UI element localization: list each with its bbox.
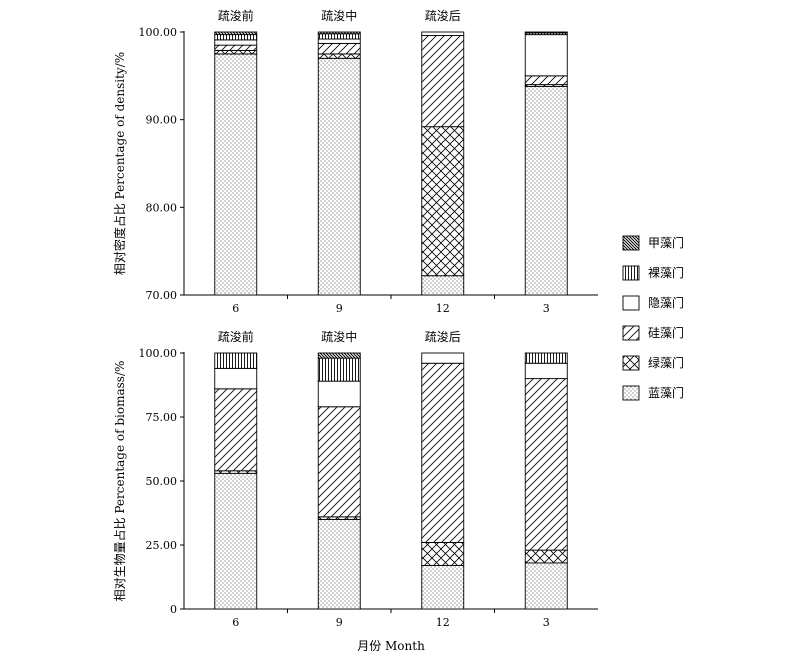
bar-segment-裸藻门	[214, 34, 258, 41]
bar-segment-甲藻门	[214, 31, 258, 36]
bar-segment-硅藻门	[317, 42, 361, 55]
x-tick-label-12: 12	[436, 616, 450, 629]
period-label: 疏浚后	[425, 329, 461, 344]
bar-segment-隐藻门	[421, 31, 465, 36]
bar-segment-绿藻门	[317, 53, 361, 59]
x-tick-label-3: 3	[543, 616, 550, 629]
legend-swatch	[622, 385, 640, 401]
x-axis-title: 月份 Month	[357, 639, 425, 653]
bar-segment-甲藻门	[524, 31, 568, 34]
y-tick-label: 0	[170, 603, 177, 616]
bar-segment-甲藻门	[317, 31, 361, 35]
bar-segment-蓝藻门	[524, 85, 568, 296]
bar-segment-隐藻门	[214, 39, 258, 46]
bar-stack-6	[214, 352, 258, 610]
bar-segment-硅藻门	[317, 406, 361, 518]
legend-label: 硅藻门	[648, 325, 684, 340]
bar-segment-裸藻门	[317, 357, 361, 382]
bar-stack-3	[524, 352, 568, 610]
bar-segment-隐藻门	[214, 367, 258, 390]
y-tick-label: 100.00	[139, 347, 178, 360]
y-axis-title: 相对密度占比 Percentage of density/%	[112, 52, 127, 275]
bar-segment-硅藻门	[524, 378, 568, 551]
period-label: 疏浚前	[218, 329, 254, 344]
legend-item-硅藻门: 硅藻门	[622, 325, 684, 341]
bar-segment-隐藻门	[317, 380, 361, 408]
bar-segment-绿藻门	[524, 549, 568, 564]
bar-segment-蓝藻门	[421, 565, 465, 610]
bar-segment-硅藻门	[421, 35, 465, 128]
bar-segment-裸藻门	[524, 352, 568, 364]
bar-segment-硅藻门	[421, 362, 465, 543]
bar-segment-隐藻门	[524, 362, 568, 380]
y-axis-title: 相对生物量占比 Percentage of biomass/%	[112, 361, 127, 602]
bar-segment-硅藻门	[214, 44, 258, 51]
bar-segment-甲藻门	[317, 352, 361, 359]
bar-segment-隐藻门	[421, 352, 465, 364]
bar-segment-隐藻门	[524, 34, 568, 77]
bar-segment-裸藻门	[214, 352, 258, 369]
legend-swatch	[622, 265, 640, 281]
period-label: 疏浚后	[425, 8, 461, 23]
bar-segment-裸藻门	[317, 33, 361, 40]
bar-segment-硅藻门	[524, 75, 568, 86]
bar-segment-蓝藻门	[524, 562, 568, 610]
y-tick-label: 70.00	[146, 289, 178, 302]
y-tick-label: 90.00	[146, 114, 178, 127]
bar-segment-绿藻门	[421, 541, 465, 566]
y-tick-label: 50.00	[146, 475, 178, 488]
legend-swatch	[622, 235, 640, 251]
density-panel: 70.00 80.00 90.00 100.00 6 9 12 3 疏浚前 疏浚中 疏浚后相对密度占…	[112, 8, 598, 315]
legend-swatch	[622, 355, 640, 371]
bar-segment-蓝藻门	[214, 53, 258, 296]
legend-label: 裸藻门	[648, 265, 684, 280]
legend-label: 绿藻门	[648, 355, 684, 370]
bar-stack-6	[214, 31, 258, 296]
bar-segment-蓝藻门	[317, 57, 361, 296]
bar-stack-12	[421, 352, 465, 610]
legend-swatch	[622, 325, 640, 341]
x-tick-label-6: 6	[232, 616, 239, 629]
legend-item-裸藻门: 裸藻门	[622, 265, 684, 281]
legend-label: 隐藻门	[648, 295, 684, 310]
x-tick-label-12: 12	[436, 302, 450, 315]
legend-item-隐藻门: 隐藻门	[622, 295, 684, 311]
bar-segment-硅藻门	[214, 388, 258, 472]
bar-stack-12	[421, 31, 465, 296]
period-label: 疏浚中	[321, 329, 357, 344]
x-tick-label-9: 9	[336, 616, 343, 629]
legend-swatch	[622, 295, 640, 311]
bar-stack-9	[317, 352, 361, 610]
y-tick-label: 80.00	[146, 201, 178, 214]
legend-label: 蓝藻门	[648, 385, 684, 400]
y-tick-label: 25.00	[146, 539, 178, 552]
legend-item-蓝藻门: 蓝藻门	[622, 385, 684, 401]
bar-stack-3	[524, 31, 568, 296]
bar-stack-9	[317, 31, 361, 296]
legend-item-绿藻门: 绿藻门	[622, 355, 684, 371]
x-tick-label-3: 3	[543, 302, 550, 315]
bar-segment-隐藻门	[317, 38, 361, 44]
bar-segment-蓝藻门	[421, 275, 465, 296]
bar-segment-绿藻门	[214, 49, 258, 55]
legend-label: 甲藻门	[648, 235, 684, 250]
bar-segment-绿藻门	[421, 126, 465, 277]
x-tick-label-9: 9	[336, 302, 343, 315]
y-tick-label: 100.00	[139, 26, 178, 39]
bar-segment-蓝藻门	[214, 472, 258, 610]
y-tick-label: 75.00	[146, 411, 178, 424]
biomass-panel: 0 25.00 50.00 75.00 100.00 6 9 12 3 疏浚前 疏浚中 疏浚后相对生物…	[112, 329, 598, 653]
period-label: 疏浚前	[218, 8, 254, 23]
period-label: 疏浚中	[321, 8, 357, 23]
legend-item-甲藻门: 甲藻门	[622, 235, 684, 251]
x-tick-label-6: 6	[232, 302, 239, 315]
bar-segment-蓝藻门	[317, 518, 361, 610]
